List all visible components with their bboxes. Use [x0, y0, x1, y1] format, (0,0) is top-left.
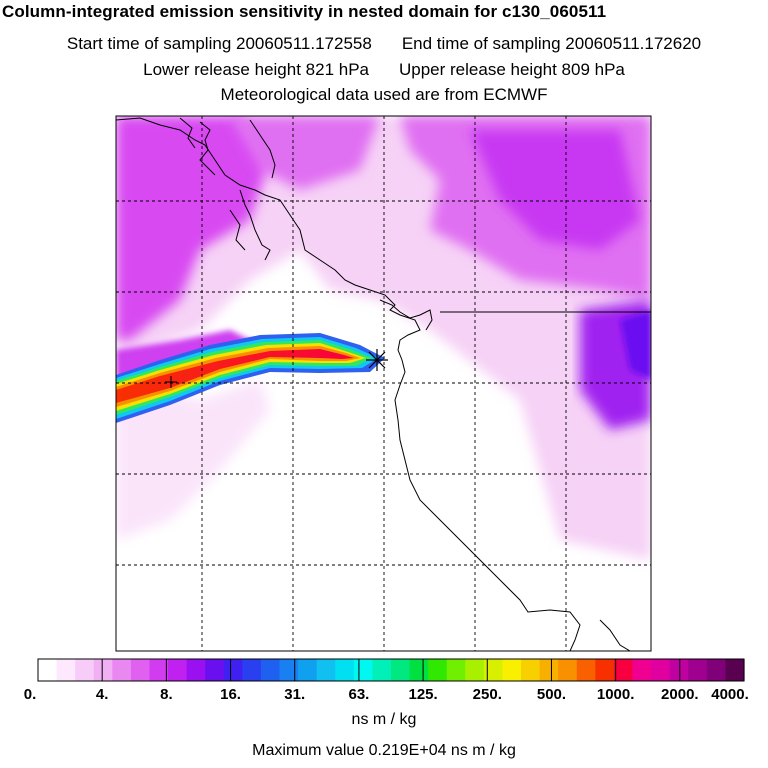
- color-scale-tick-label: 125.: [408, 686, 438, 703]
- color-scale-tick-label: 250.: [472, 686, 502, 703]
- color-scale-tick-label: 16.: [220, 686, 241, 703]
- color-scale-swatch: [613, 659, 634, 681]
- color-scale-swatch: [56, 659, 76, 681]
- color-scale-swatch: [260, 659, 281, 681]
- color-scale-tick-label: 0.: [23, 686, 37, 703]
- lower-release-label: Lower release height 821 hPa: [143, 60, 369, 79]
- color-scale-bar: [37, 658, 745, 682]
- color-scale-swatch: [539, 659, 559, 681]
- color-scale-swatch: [558, 659, 578, 681]
- color-scale-swatch: [688, 659, 708, 681]
- start-time-label: Start time of sampling 20060511.172558: [66, 34, 372, 53]
- color-scale-tick-label: 8.: [160, 686, 173, 703]
- color-scale-tick-label: 4.: [95, 686, 109, 703]
- sampling-time-line: Start time of sampling 20060511.172558 En…: [0, 34, 768, 54]
- color-scale-swatch: [186, 659, 206, 681]
- color-scale-swatch: [465, 659, 485, 681]
- color-scale-swatch: [428, 659, 448, 681]
- release-height-line: Lower release height 821 hPa Upper releas…: [0, 60, 768, 80]
- units-label: ns m / kg: [351, 711, 417, 728]
- color-scale-tick-label: 63.: [348, 686, 370, 703]
- color-scale-swatch: [93, 659, 113, 681]
- color-scale-swatch: [168, 659, 188, 681]
- color-scale-swatch: [223, 659, 243, 681]
- color-scale-tick-label: 4000.: [711, 686, 749, 703]
- color-scale-swatch: [353, 659, 374, 681]
- color-scale-swatch: [391, 659, 411, 681]
- color-scale-swatch: [335, 659, 355, 681]
- color-scale-swatch: [279, 659, 299, 681]
- color-scale-tick-label: 31.: [284, 686, 306, 703]
- color-scale-frame: [37, 658, 745, 682]
- color-scale-swatch: [112, 659, 132, 681]
- color-scale-swatch: [725, 659, 745, 681]
- color-scale-tick-label: 500.: [536, 686, 567, 703]
- maximum-value-label: Maximum value 0.219E+04 ns m / kg: [252, 742, 516, 759]
- color-scale-swatch: [502, 659, 522, 681]
- map-field: [116, 116, 651, 651]
- color-scale-swatch: [595, 659, 615, 681]
- color-scale-swatch: [521, 659, 541, 681]
- color-scale-swatch: [483, 659, 504, 681]
- color-scale-swatch: [372, 659, 392, 681]
- color-scale-swatch: [149, 659, 169, 681]
- map-frame: [115, 115, 652, 652]
- coastline: [116, 117, 651, 651]
- trajectory-cross-marker: [165, 376, 177, 388]
- color-scale-swatch: [75, 659, 95, 681]
- lat-lon-grid: [116, 116, 651, 651]
- color-scale-swatch: [651, 659, 671, 681]
- color-scale-swatch: [409, 659, 429, 681]
- color-scale-swatch: [446, 659, 466, 681]
- color-scale-swatch: [706, 659, 727, 681]
- color-scale-swatch: [205, 659, 225, 681]
- release-site-marker: [366, 349, 388, 371]
- color-scale-swatch: [38, 659, 58, 681]
- color-scale-swatch: [298, 659, 318, 681]
- color-scale-tick-label: 2000.: [661, 686, 699, 703]
- met-data-label: Meteorological data used are from ECMWF: [220, 85, 548, 104]
- plot-title: Column-integrated emission sensitivity i…: [2, 2, 607, 21]
- color-scale-swatch: [316, 659, 336, 681]
- color-scale-tick-label: 1000.: [596, 686, 635, 703]
- color-scale-swatch: [130, 659, 151, 681]
- color-scale-swatch: [632, 659, 652, 681]
- color-scale-swatch: [576, 659, 596, 681]
- upper-release-label: Upper release height 809 hPa: [399, 60, 625, 79]
- color-scale-swatch: [242, 659, 262, 681]
- color-scale-swatch: [669, 659, 689, 681]
- end-time-label: End time of sampling 20060511.172620: [401, 34, 702, 53]
